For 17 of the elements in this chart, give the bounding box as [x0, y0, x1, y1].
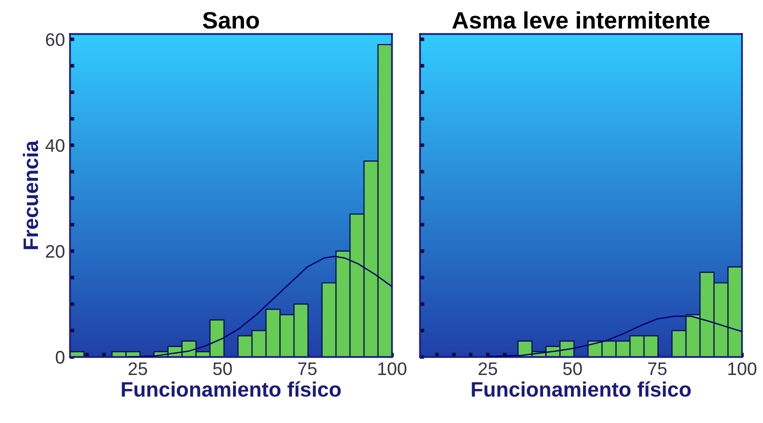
x-tick-label: 75 [648, 362, 667, 376]
x-tick-label: 100 [378, 362, 406, 376]
x-tick-label: 100 [728, 362, 756, 376]
x-tick-label: 25 [478, 362, 498, 376]
y-tick-label: 40 [45, 139, 64, 152]
x-tick-label: 50 [213, 362, 232, 376]
x-tick-label: 50 [563, 362, 582, 376]
x-axis-title: Funcionamiento físico [122, 381, 341, 397]
y-tick-label: 20 [46, 245, 64, 258]
x-tick-label: 25 [128, 362, 148, 376]
x-tick-label: 75 [298, 362, 317, 376]
chart-title: Asma leve intermitente [452, 11, 710, 29]
chart-title: Sano [202, 12, 259, 29]
y-tick-label: 60 [46, 33, 64, 46]
x-axis-title: Funcionamiento físico [472, 381, 691, 397]
y-tick-label: 0 [56, 350, 64, 364]
y-axis-title: Frecuencia [22, 140, 38, 250]
